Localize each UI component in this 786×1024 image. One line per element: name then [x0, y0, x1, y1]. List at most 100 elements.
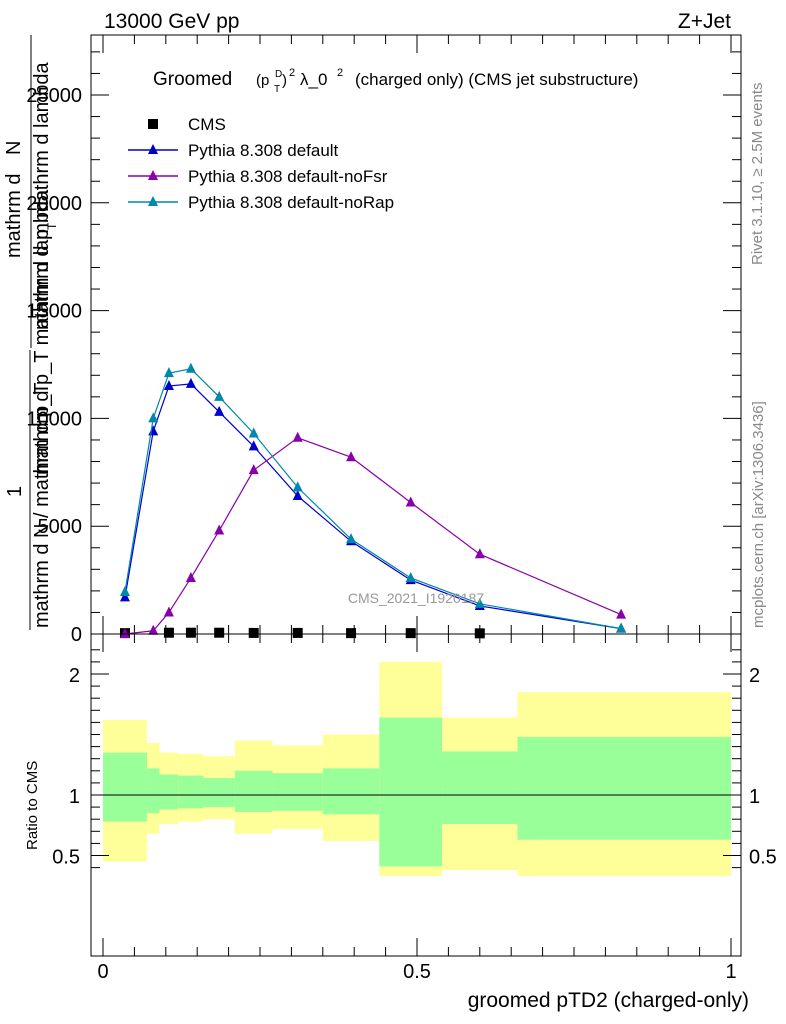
ylabel-num-c: mathrm d p [31, 229, 53, 330]
ratio-ytick-label: 2 [69, 665, 80, 687]
series-point [185, 377, 196, 388]
ratio-ytick-label-right: 0.5 [749, 847, 777, 869]
cms-point [292, 627, 303, 638]
series-point [185, 571, 196, 582]
ylabel-num-e: mathrm d lambda [31, 62, 53, 218]
ratio-band-inner [442, 751, 518, 825]
ylabel-num-a: mathrm d [3, 174, 25, 258]
title-close: ) [282, 72, 287, 89]
ratio-ticks: 0.5 0.5 1 1 2 2 0 0.5 1 [52, 634, 777, 983]
legend: CMS Pythia 8.308 default Pythia 8.308 defa… [128, 115, 394, 212]
series-point [248, 427, 259, 438]
watermark: CMS_2021_I1920187 [348, 590, 484, 606]
legend-label: Pythia 8.308 default [188, 141, 339, 160]
series-point [148, 412, 159, 423]
series-point [214, 405, 225, 416]
main-ytick-label: 0 [71, 624, 82, 646]
legend-label: Pythia 8.308 default-noRap [188, 193, 394, 212]
title-sup-d: D [275, 69, 282, 80]
main-ticks: 0 5000 10000 15000 20000 25000 [26, 35, 741, 646]
ratio-band-inner [379, 717, 443, 867]
legend-marker [148, 170, 158, 180]
cms-point [346, 628, 357, 639]
series-point [163, 380, 174, 391]
series-point [214, 524, 225, 535]
cms-point [474, 628, 485, 639]
ratio-band-inner [178, 775, 204, 809]
main-ytick-label: 15000 [26, 301, 82, 323]
ratio-band-inner [322, 768, 380, 815]
series-point [616, 608, 627, 619]
cms-point [185, 627, 196, 638]
series-point [616, 622, 627, 633]
ratio-bands [103, 661, 731, 877]
ratio-ytick-label: 1 [69, 786, 80, 808]
ratio-band-inner [203, 778, 235, 808]
series-point [248, 464, 259, 475]
xtick-label: 0 [97, 961, 108, 983]
title-p: (p [256, 72, 269, 89]
ratio-frame [90, 633, 742, 957]
series-point [119, 628, 130, 638]
ratio-band-inner [103, 752, 147, 822]
main-ytick-label: 10000 [26, 408, 82, 430]
series-point [148, 624, 159, 635]
header-energy: 13000 GeV pp [104, 10, 239, 33]
title-lambda: λ_0 [300, 70, 327, 89]
main-ytick-label: 25000 [26, 85, 82, 107]
series-point [405, 571, 416, 582]
ratio-band-inner [234, 770, 273, 812]
title-sub-t: T [274, 84, 280, 95]
xtick-label: 0.5 [403, 961, 431, 983]
ylabel-one: 1 [4, 486, 26, 497]
series-point [248, 440, 259, 451]
series-point [346, 533, 357, 544]
title-sup-2: 2 [289, 67, 295, 79]
main-ytick-label: 20000 [26, 193, 82, 215]
series-point [405, 496, 416, 507]
series-point [292, 431, 303, 442]
header-process: Z+Jet [678, 10, 731, 33]
ratio-ytick-label-right: 2 [749, 665, 760, 687]
legend-marker [148, 144, 158, 154]
rivet-label: Rivet 3.1.10, ≥ 2.5M events [749, 83, 766, 266]
series-point [185, 362, 196, 373]
ratio-band-inner [146, 768, 160, 814]
cms-point [163, 627, 174, 638]
cms-point [214, 627, 225, 638]
x-axis-label: groomed pTD2 (charged-only) [468, 989, 749, 1012]
ylabel-num-b: N [3, 141, 25, 155]
series-point [119, 585, 130, 596]
legend-label: Pythia 8.308 default-noFsr [188, 167, 388, 186]
y-axis-label: 1 mathrm d N / mathrm d p_T mathrm d N m… [3, 35, 59, 630]
ylabel-overlap: mathrm d p_T mathrm d lambda [31, 189, 53, 475]
series-point [474, 597, 485, 608]
ratio-ytick-label-right: 1 [749, 786, 760, 808]
ratio-ytick-label: 0.5 [52, 847, 80, 869]
main-ytick-label: 5000 [38, 516, 83, 538]
ratio-y-label: Ratio to CMS [24, 761, 41, 850]
series-point [292, 481, 303, 492]
ratio-band-inner [272, 773, 323, 811]
cms-point [405, 628, 416, 639]
cms-point [248, 627, 259, 638]
series-point [474, 548, 485, 559]
series-point [163, 606, 174, 617]
series-point [214, 390, 225, 401]
series-point [292, 490, 303, 501]
ratio-band-inner [159, 774, 179, 810]
series-point [346, 451, 357, 462]
main-series [119, 362, 627, 639]
ylabel-denominator: mathrm d N / mathrm d p_T [31, 382, 53, 628]
series-point [148, 425, 159, 436]
xtick-label: 1 [725, 961, 736, 983]
title-groomed: Groomed [153, 69, 232, 90]
legend-marker [148, 196, 158, 206]
legend-marker [148, 119, 158, 129]
mcplots-label: mcplots.cern.ch [arXiv:1306.3436] [750, 401, 767, 628]
title-sup-2b: 2 [337, 67, 343, 79]
series-point [119, 591, 130, 602]
series-point [163, 367, 174, 378]
ylabel-num-d: T [45, 222, 59, 230]
